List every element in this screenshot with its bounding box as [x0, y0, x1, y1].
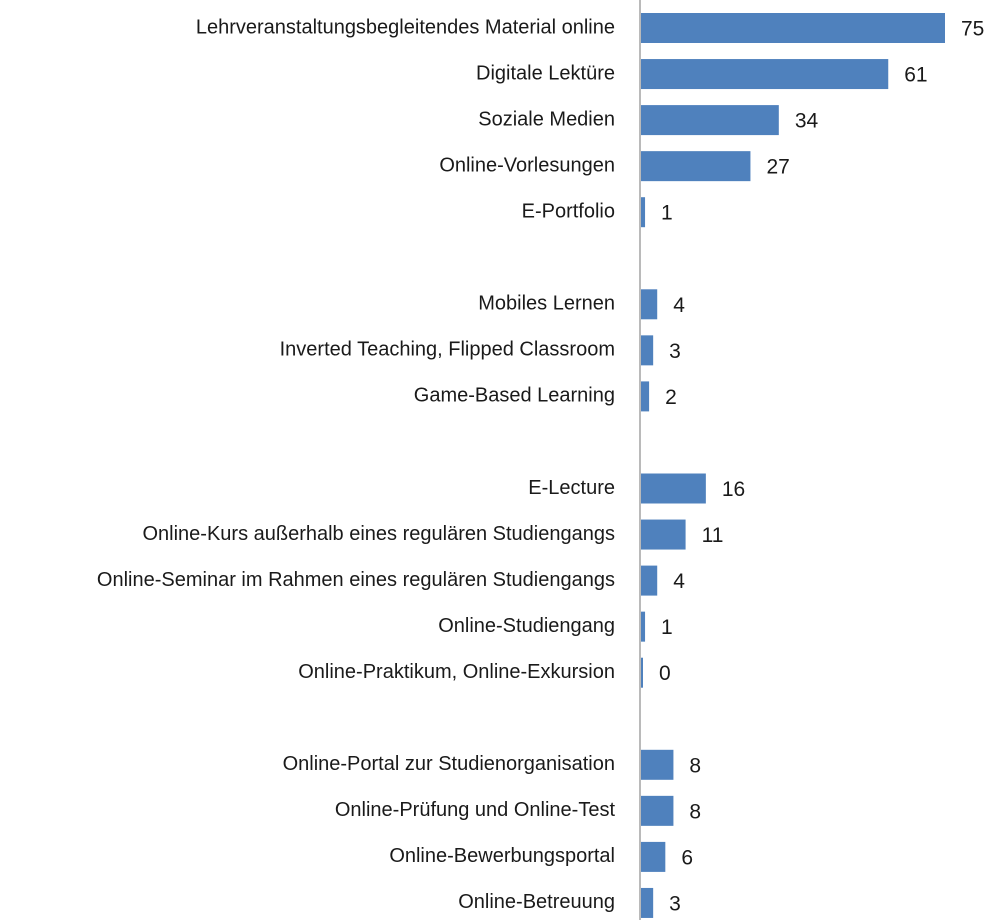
- category-label: Inverted Teaching, Flipped Classroom: [280, 339, 615, 361]
- bar: [641, 887, 654, 918]
- bar: [641, 59, 889, 90]
- value-label: 75: [961, 18, 984, 41]
- value-label: 2: [665, 386, 677, 409]
- bar: [641, 105, 779, 136]
- category-label: Online-Bewerbungsportal: [389, 845, 615, 867]
- category-label: E-Lecture: [528, 477, 615, 499]
- bar: [641, 381, 650, 412]
- category-label: Lehrveranstaltungsbegleitendes Material …: [196, 16, 615, 38]
- category-label: Mobiles Lernen: [478, 293, 615, 315]
- value-label: 3: [669, 892, 681, 915]
- bar: [641, 795, 674, 826]
- category-label: E-Portfolio: [522, 200, 615, 222]
- value-label: 0: [659, 662, 671, 685]
- bar: [641, 841, 666, 872]
- bar: [641, 335, 654, 366]
- bar: [641, 151, 751, 182]
- category-label: Online-Studiengang: [438, 615, 615, 637]
- value-label: 1: [661, 202, 673, 225]
- category-label: Game-Based Learning: [414, 385, 615, 407]
- bar: [641, 611, 646, 642]
- bar: [641, 473, 706, 504]
- category-label: Online-Betreuung: [458, 891, 615, 913]
- category-label: Online-Kurs außerhalb eines regulären St…: [142, 523, 615, 545]
- bar: [641, 13, 945, 43]
- value-label: 4: [673, 570, 685, 593]
- bar: [641, 519, 686, 550]
- category-label: Online-Portal zur Studienorganisation: [283, 753, 615, 775]
- category-label: Digitale Lektüre: [476, 62, 615, 84]
- category-label: Soziale Medien: [478, 108, 615, 130]
- category-label: Online-Vorlesungen: [439, 154, 615, 176]
- bar: [641, 657, 643, 688]
- bar: [641, 197, 646, 228]
- bar: [641, 565, 658, 596]
- value-label: 1: [661, 616, 673, 639]
- bar: [641, 749, 674, 780]
- category-label: Online-Praktikum, Online-Exkursion: [298, 661, 615, 683]
- value-label: 8: [689, 754, 701, 777]
- category-label: Online-Seminar im Rahmen eines regulären…: [97, 569, 615, 591]
- category-label: Online-Prüfung und Online-Test: [335, 799, 616, 821]
- value-label: 11: [702, 524, 724, 547]
- value-label: 3: [669, 340, 681, 363]
- bar: [641, 289, 658, 320]
- value-label: 34: [795, 110, 819, 133]
- value-label: 6: [681, 846, 693, 869]
- value-label: 4: [673, 294, 685, 317]
- value-label: 16: [722, 478, 745, 501]
- value-label: 8: [689, 800, 701, 823]
- value-label: 27: [766, 156, 789, 179]
- value-label: 61: [904, 64, 927, 87]
